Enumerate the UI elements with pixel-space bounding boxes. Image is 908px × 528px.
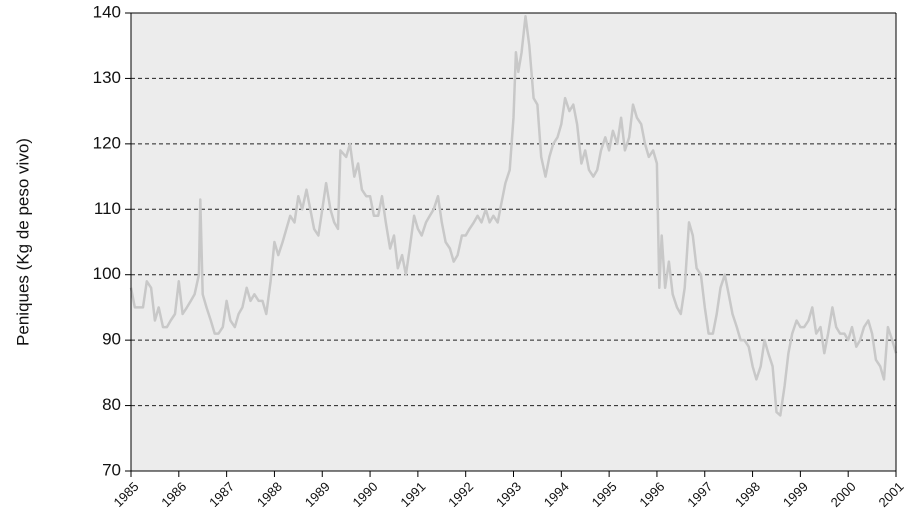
- y-tick-label: 80: [102, 395, 121, 414]
- x-tick-label: 1991: [397, 479, 428, 510]
- y-axis-label: Peniques (Kg de peso vivo): [13, 138, 32, 346]
- x-tick-label: 1988: [254, 479, 285, 510]
- x-tick-label: 1990: [350, 479, 381, 510]
- y-tick-label: 70: [102, 460, 121, 479]
- series-line: [129, 15, 898, 417]
- x-tick-label: 1993: [493, 479, 524, 510]
- y-tick-label: 100: [93, 264, 121, 283]
- y-tick-label: 140: [93, 2, 121, 21]
- x-tick-label: 1986: [158, 479, 189, 510]
- x-tick-label: 1992: [445, 479, 476, 510]
- x-tick-label: 2000: [828, 479, 859, 510]
- y-tick-label: 90: [102, 330, 121, 349]
- y-tick-label: 110: [94, 199, 121, 218]
- x-tick-label: 1995: [589, 479, 620, 510]
- x-tick-label: 2001: [875, 479, 906, 510]
- y-tick-label: 120: [93, 133, 121, 152]
- x-tick-label: 1987: [206, 479, 237, 510]
- y-tick-label: 130: [93, 68, 121, 87]
- x-tick-label: 1999: [780, 479, 811, 510]
- x-tick-label: 1996: [636, 479, 667, 510]
- x-tick-label: 1985: [110, 479, 141, 510]
- x-tick-label: 1994: [541, 479, 572, 510]
- x-tick-label: 1998: [732, 479, 763, 510]
- x-tick-label: 1989: [302, 479, 333, 510]
- x-tick-label: 1997: [684, 479, 715, 510]
